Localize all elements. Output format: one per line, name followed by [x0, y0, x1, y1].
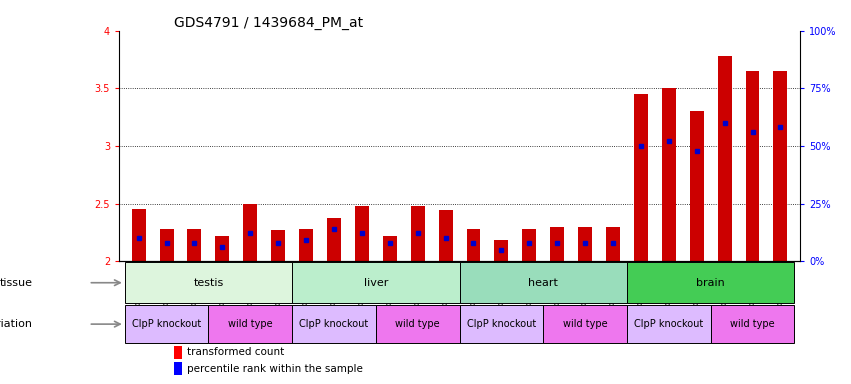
Bar	[174, 346, 182, 359]
Bar	[460, 262, 627, 303]
Bar	[523, 229, 536, 261]
Bar	[627, 305, 711, 343]
Bar	[606, 227, 620, 261]
Bar	[125, 305, 208, 343]
Bar	[460, 305, 543, 343]
Text: ClpP knockout: ClpP knockout	[132, 319, 201, 329]
Text: ClpP knockout: ClpP knockout	[634, 319, 704, 329]
Bar	[466, 229, 481, 261]
Bar	[494, 240, 508, 261]
Bar	[160, 229, 174, 261]
Bar	[292, 305, 376, 343]
Text: wild type: wild type	[730, 319, 774, 329]
Text: wild type: wild type	[228, 319, 272, 329]
Bar	[717, 56, 732, 261]
Text: transformed count: transformed count	[187, 348, 284, 358]
Bar	[438, 210, 453, 261]
Bar	[543, 305, 627, 343]
Bar	[132, 209, 146, 261]
Bar	[411, 206, 425, 261]
Text: wild type: wild type	[563, 319, 608, 329]
Bar	[327, 218, 341, 261]
Bar	[383, 236, 397, 261]
Text: wild type: wild type	[396, 319, 440, 329]
Text: percentile rank within the sample: percentile rank within the sample	[187, 364, 363, 374]
Bar	[174, 362, 182, 375]
Bar	[551, 227, 564, 261]
Bar	[745, 71, 759, 261]
Bar	[208, 305, 292, 343]
Bar	[634, 94, 648, 261]
Bar	[376, 305, 460, 343]
Text: brain: brain	[696, 278, 725, 288]
Bar	[125, 262, 292, 303]
Bar	[243, 204, 257, 261]
Text: heart: heart	[528, 278, 558, 288]
Bar	[271, 230, 285, 261]
Bar	[774, 71, 787, 261]
Text: GDS4791 / 1439684_PM_at: GDS4791 / 1439684_PM_at	[174, 16, 363, 30]
Bar	[292, 262, 460, 303]
Text: genotype/variation: genotype/variation	[0, 319, 32, 329]
Bar	[627, 262, 794, 303]
Bar	[662, 88, 676, 261]
Bar	[355, 206, 368, 261]
Bar	[215, 236, 230, 261]
Text: ClpP knockout: ClpP knockout	[466, 319, 536, 329]
Text: tissue: tissue	[0, 278, 32, 288]
Text: ClpP knockout: ClpP knockout	[300, 319, 368, 329]
Bar	[711, 305, 794, 343]
Text: liver: liver	[363, 278, 388, 288]
Text: testis: testis	[193, 278, 224, 288]
Bar	[187, 229, 202, 261]
Bar	[578, 227, 592, 261]
Bar	[299, 229, 313, 261]
Bar	[689, 111, 704, 261]
